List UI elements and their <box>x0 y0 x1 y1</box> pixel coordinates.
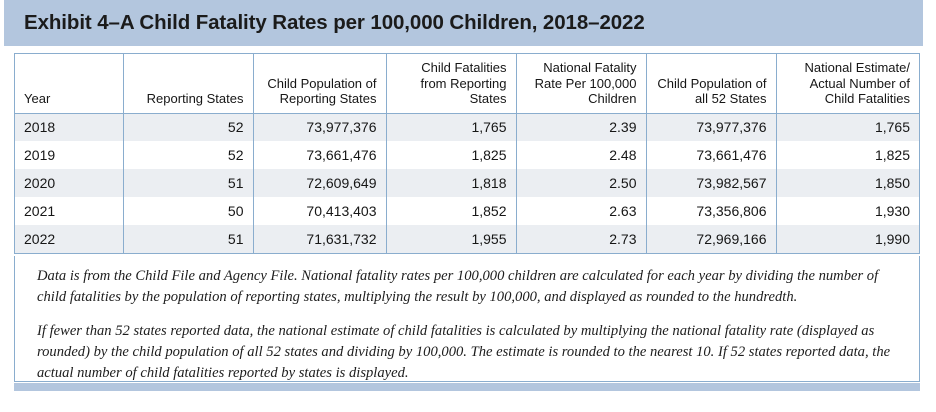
bottom-accent-strip <box>14 383 920 391</box>
table-row: 2022 51 71,631,732 1,955 2.73 72,969,166 1,990 <box>15 225 919 253</box>
column-header-line: from Reporting <box>420 75 507 91</box>
column-header-line: all 52 States <box>694 91 767 106</box>
table-row: 2019 52 73,661,476 1,825 2.48 73,661,476 1,825 <box>15 141 919 169</box>
column-header-national-fatality-rate: National Fatality Rate Per 100,000 Childre… <box>516 54 647 113</box>
cell-fatalities_report: 1,852 <box>386 197 517 225</box>
column-header-line: Child Fatalities <box>421 60 507 75</box>
cell-national_estimate: 1,850 <box>776 169 919 197</box>
cell-national_estimate: 1,825 <box>776 141 919 169</box>
cell-fatalities_report: 1,955 <box>386 225 517 253</box>
column-header-child-population-all-52: Child Population of all 52 States <box>646 54 777 113</box>
cell-national_rate: 2.39 <box>516 112 647 141</box>
column-header-line: Reporting States <box>279 91 377 106</box>
data-table-container: Year Reporting States Child Population o… <box>14 53 920 254</box>
child-fatality-rates-table: Year Reporting States Child Population o… <box>15 54 919 253</box>
table-row: 2018 52 73,977,376 1,765 2.39 73,977,376 1,765 <box>15 112 919 141</box>
cell-reporting_states: 50 <box>123 197 254 225</box>
cell-reporting_states: 51 <box>123 169 254 197</box>
cell-child_pop_all52: 73,356,806 <box>646 197 777 225</box>
cell-child_pop_all52: 72,969,166 <box>646 225 777 253</box>
column-header-national-estimate: National Estimate/Actual Number of Child … <box>776 54 919 113</box>
exhibit-title-bar: Exhibit 4–A Child Fatality Rates per 100… <box>4 0 923 46</box>
cell-national_rate: 2.73 <box>516 225 647 253</box>
cell-child_pop_report: 72,609,649 <box>253 169 387 197</box>
cell-fatalities_report: 1,818 <box>386 169 517 197</box>
cell-year: 2020 <box>15 169 124 197</box>
exhibit-notes: Data is from the Child File and Agency F… <box>14 256 920 382</box>
column-header-line: Actual Number of <box>809 75 910 91</box>
page-title: Exhibit 4–A Child Fatality Rates per 100… <box>24 11 645 34</box>
table-header: Year Reporting States Child Population o… <box>15 54 919 113</box>
column-header-child-population-reporting: Child Population of Reporting States <box>253 54 387 113</box>
cell-fatalities_report: 1,825 <box>386 141 517 169</box>
cell-child_pop_all52: 73,982,567 <box>646 169 777 197</box>
cell-year: 2019 <box>15 141 124 169</box>
column-header-line: Year <box>24 91 51 106</box>
column-header-line: Child Population of <box>657 75 767 91</box>
column-header-line: Rate Per 100,000 <box>534 75 637 91</box>
table-row: 2020 51 72,609,649 1,818 2.50 73,982,567 1,850 <box>15 169 919 197</box>
cell-child_pop_all52: 73,661,476 <box>646 141 777 169</box>
cell-year: 2022 <box>15 225 124 253</box>
cell-national_rate: 2.63 <box>516 197 647 225</box>
cell-reporting_states: 52 <box>123 141 254 169</box>
cell-reporting_states: 52 <box>123 112 254 141</box>
cell-child_pop_report: 71,631,732 <box>253 225 387 253</box>
column-header-line: Children <box>588 91 637 106</box>
cell-child_pop_all52: 73,977,376 <box>646 112 777 141</box>
cell-year: 2021 <box>15 197 124 225</box>
column-header-line: Child Fatalities <box>824 91 910 106</box>
cell-child_pop_report: 73,661,476 <box>253 141 387 169</box>
cell-national_rate: 2.48 <box>516 141 647 169</box>
column-header-reporting-states: Reporting States <box>123 54 254 113</box>
cell-national_rate: 2.50 <box>516 169 647 197</box>
column-header-line: Reporting States <box>146 91 244 106</box>
cell-reporting_states: 51 <box>123 225 254 253</box>
column-header-child-fatalities-reporting: Child Fatalities from Reporting States <box>386 54 517 113</box>
column-header-line: National Estimate/ <box>804 60 911 75</box>
table-header-row: Year Reporting States Child Population o… <box>15 54 919 113</box>
note-paragraph-1: Data is from the Child File and Agency F… <box>37 268 879 305</box>
cell-national_estimate: 1,765 <box>776 112 919 141</box>
cell-year: 2018 <box>15 112 124 141</box>
note-paragraph-2: If fewer than 52 states reported data, t… <box>37 323 891 381</box>
column-header-line: National Fatality <box>543 60 637 75</box>
cell-fatalities_report: 1,765 <box>386 112 517 141</box>
cell-child_pop_report: 70,413,403 <box>253 197 387 225</box>
column-header-line: Child Population of <box>267 75 377 91</box>
cell-child_pop_report: 73,977,376 <box>253 112 387 141</box>
cell-national_estimate: 1,930 <box>776 197 919 225</box>
table-row: 2021 50 70,413,403 1,852 2.63 73,356,806 1,930 <box>15 197 919 225</box>
column-header-year: Year <box>15 54 124 113</box>
table-body: 2018 52 73,977,376 1,765 2.39 73,977,376 1,765… <box>15 112 919 253</box>
column-header-line: States <box>469 91 507 106</box>
cell-national_estimate: 1,990 <box>776 225 919 253</box>
